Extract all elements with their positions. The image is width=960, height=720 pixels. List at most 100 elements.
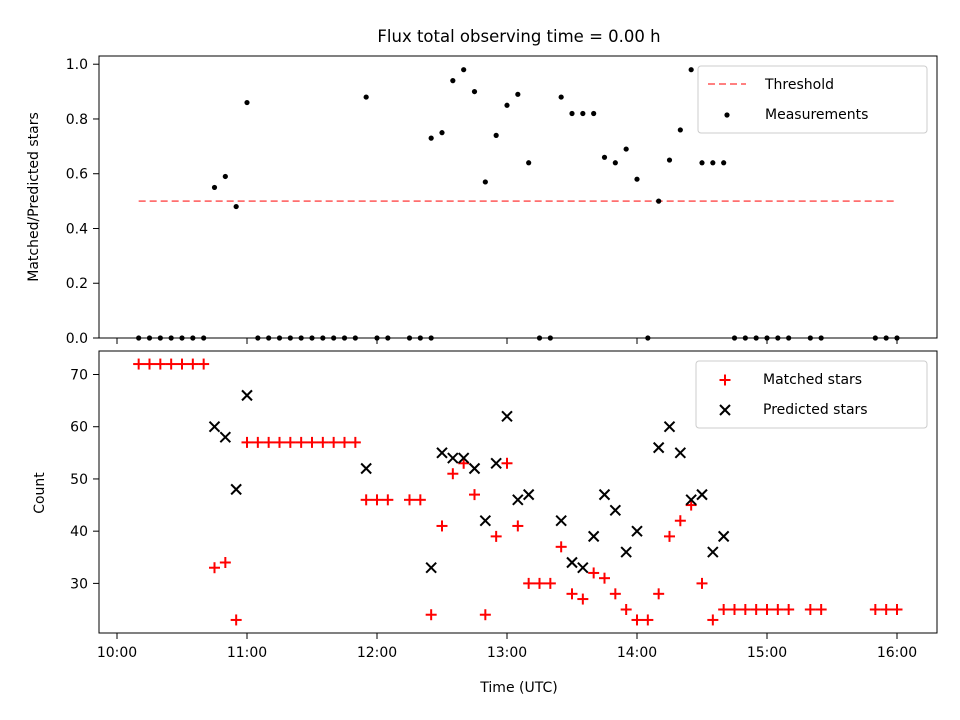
measurement-point [233,203,239,210]
matched-star-point [414,494,426,506]
matched-star-point [609,588,621,600]
predicted-star-point [447,452,459,464]
matched-star-point [707,614,719,626]
measurement-point [580,110,586,117]
measurement-points [136,67,900,341]
matched-star-point [154,358,166,370]
matched-star-point [729,604,740,615]
measurement-point [146,335,153,341]
x-tick-label: 15:00 [747,645,787,661]
matched-star-point [176,358,188,370]
measurement-point [428,335,434,341]
predicted-star-point [490,457,502,469]
bottom-y-axis-label: Count [32,472,48,514]
matched-star-point [664,530,675,542]
predicted-star-point [219,431,232,443]
measurement-point [634,176,640,182]
measurement-point [688,67,694,73]
matched-star-point [631,614,643,626]
measurement-point [244,99,250,106]
measurement-point [558,94,564,100]
measurement-point [699,160,705,166]
measurement-point [721,160,727,166]
measurement-point [872,335,878,341]
top-panel: 0.0 0.2 0.4 0.6 0.8 1.0 Matched/Predicted sta… [26,55,938,347]
top-y-tick-label: 0.8 [66,112,88,128]
bottom-legend: Matched stars Predicted stars [695,360,928,429]
predicted-star-point [652,441,665,454]
matched-star-point [490,530,502,542]
legend-measurements-swatch [724,112,730,118]
predicted-star-point [425,562,437,574]
measurement-point [482,179,488,185]
measurement-point [363,94,369,100]
predicted-star-point [620,546,632,558]
measurement-point [352,335,358,341]
legend-x-marker [719,404,731,416]
predicted-star-point [685,494,697,506]
matched-star-point [783,604,795,615]
x-tick-label: 16:00 [877,645,917,661]
measurement-point [601,154,608,160]
top-y-tick-label: 0.0 [66,331,88,347]
matched-star-point [458,457,470,469]
measurement-point [677,127,683,133]
measurement-point [406,335,413,341]
matched-star-point [512,520,524,532]
matched-star-point [620,604,632,615]
measurement-point [818,335,824,341]
predicted-star-point [512,494,524,506]
matched-star-point [750,604,762,615]
measurement-point [201,335,207,341]
measurement-point [309,335,315,341]
predicted-star-point [436,447,448,459]
measurement-point [504,102,510,108]
predicted-star-point [663,421,676,433]
predicted-star-point [631,525,643,537]
matched-star-point [447,468,459,480]
x-tick-label: 14:00 [617,645,657,661]
matched-star-point [274,436,285,448]
predicted-star-point [674,447,687,459]
matched-star-point [230,614,242,626]
measurement-point [656,198,662,204]
measurement-point [266,335,272,341]
top-legend: Threshold Measurements [697,65,928,134]
matched-star-point [198,358,210,370]
predicted-star-point [468,462,481,475]
measurement-point [894,335,900,341]
legend-matched-label: Matched stars [763,372,862,388]
measurement-point [287,335,293,341]
predicted-star-point [360,462,372,475]
measurement-point [493,132,499,138]
top-y-tick-label: 0.4 [66,221,88,237]
measurement-point [764,335,770,341]
matched-star-point [523,577,535,589]
matched-star-point [674,515,686,527]
measurement-point [179,335,185,341]
measurement-point [471,88,478,95]
matched-star-point [696,577,708,589]
matched-star-point [241,436,253,448]
matched-star-point [295,436,307,448]
measurement-point [190,335,196,341]
measurement-point [298,335,304,341]
matched-star-point [685,499,697,511]
matched-star-point [284,436,296,448]
matched-star-point [880,604,892,615]
measurement-point [515,91,521,97]
matched-star-point [209,562,220,574]
measurement-point [276,335,283,341]
matched-star-point [306,436,318,448]
matched-star-point [339,436,350,448]
measurement-point [428,135,434,141]
x-tick-label: 12:00 [357,645,397,661]
matched-star-point [328,436,340,448]
matched-star-point [404,494,415,506]
measurement-point [385,335,391,341]
measurement-point [341,335,348,341]
legend-predicted-swatch [719,404,731,416]
matched-star-point [566,588,578,600]
legend-measurements-label: Measurements [765,107,868,123]
measurement-point [623,146,629,152]
